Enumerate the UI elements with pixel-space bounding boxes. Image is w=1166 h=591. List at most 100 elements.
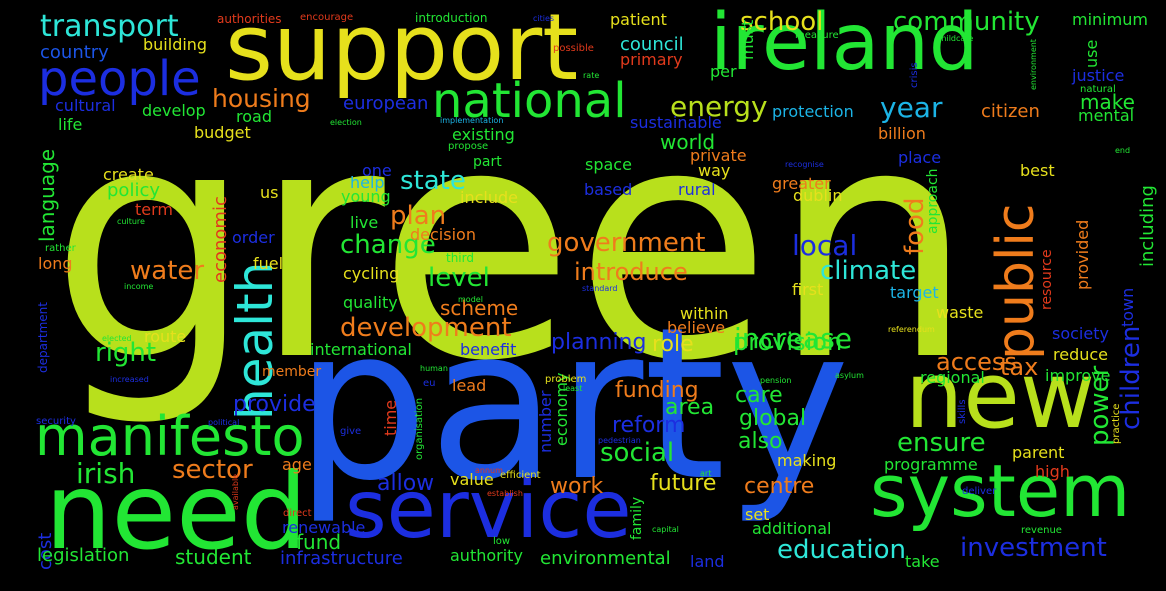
- cloud-word-housing: housing: [212, 84, 311, 113]
- cloud-word-develop: develop: [142, 101, 206, 120]
- cloud-word-believe: believe: [667, 318, 726, 337]
- cloud-word-establish: establish: [487, 489, 523, 498]
- cloud-word-funding: funding: [615, 378, 699, 403]
- cloud-word-practice: practice: [1111, 403, 1122, 444]
- cloud-word-revenue: revenue: [1021, 525, 1062, 536]
- cloud-word-party: party: [295, 282, 850, 527]
- cloud-word-security: security: [36, 416, 76, 427]
- cloud-word-implementation: implementation: [440, 116, 504, 125]
- cloud-word-primary: primary: [620, 50, 683, 69]
- cloud-word-culture: culture: [117, 217, 145, 226]
- cloud-word-level: level: [428, 263, 490, 293]
- cloud-word-local: local: [792, 229, 858, 262]
- cloud-word-protection: protection: [772, 102, 854, 121]
- cloud-word-direct: direct: [283, 508, 312, 519]
- cloud-word-sustainable: sustainable: [630, 113, 722, 132]
- cloud-word-election: election: [330, 118, 362, 127]
- cloud-word-national: national: [432, 73, 627, 129]
- cloud-word-centre: centre: [744, 474, 815, 499]
- cloud-word-social: social: [600, 438, 675, 468]
- cloud-word-water: water: [130, 256, 205, 286]
- cloud-word-waste: waste: [936, 303, 984, 322]
- cloud-word-organisation: organisation: [414, 397, 425, 460]
- cloud-word-road: road: [236, 107, 272, 126]
- cloud-word-pedestrian: pedestrian: [598, 436, 641, 445]
- cloud-word-must: must: [738, 19, 757, 60]
- cloud-word-asylum: asylum: [835, 371, 864, 380]
- cloud-word-future: future: [650, 471, 717, 496]
- cloud-word-renewable: renewable: [282, 518, 366, 537]
- cloud-word-tax: tax: [1000, 353, 1039, 381]
- cloud-word-ensure: ensure: [897, 428, 986, 458]
- cloud-word-public: public: [986, 203, 1046, 360]
- cloud-word-including: including: [1137, 185, 1158, 267]
- cloud-word-time: time: [381, 399, 400, 436]
- cloud-word-family: family: [629, 496, 645, 540]
- cloud-word-include: include: [460, 188, 518, 207]
- cloud-word-patient: patient: [610, 10, 667, 29]
- cloud-word-lead: lead: [452, 376, 487, 395]
- cloud-word-childcare: childcare: [937, 34, 974, 43]
- cloud-word-model: model: [458, 295, 483, 304]
- cloud-word-people: people: [38, 51, 201, 107]
- cloud-word-service: service: [345, 463, 632, 556]
- cloud-word-provide: provide: [233, 392, 316, 417]
- cloud-word-age: age: [282, 455, 312, 474]
- cloud-word-quality: quality: [343, 293, 398, 312]
- cloud-word-benefit: benefit: [460, 340, 517, 359]
- cloud-word-introduction: introduction: [415, 11, 488, 25]
- cloud-word-term: term: [135, 200, 173, 219]
- cloud-word-use: use: [1082, 39, 1101, 68]
- cloud-word-value: value: [450, 470, 494, 489]
- cloud-word-allow: allow: [377, 471, 435, 496]
- cloud-word-climate: climate: [820, 256, 917, 286]
- cloud-word-green: green: [50, 59, 975, 431]
- cloud-word-education: education: [777, 535, 907, 565]
- cloud-word-based: based: [584, 180, 633, 199]
- cloud-word-billion: billion: [878, 124, 926, 143]
- cloud-word-rural: rural: [678, 180, 716, 199]
- cloud-word-eu: eu: [423, 378, 436, 389]
- cloud-word-per: per: [710, 62, 737, 81]
- cloud-word-way: way: [698, 161, 731, 180]
- cloud-word-authority: authority: [450, 546, 523, 565]
- cloud-word-efficient: efficient: [500, 470, 541, 481]
- cloud-word-work: work: [550, 474, 604, 499]
- cloud-word-take: take: [905, 552, 940, 571]
- cloud-word-possible: possible: [553, 43, 594, 54]
- cloud-word-standard: standard: [582, 284, 618, 293]
- cloud-word-crisis: crisis: [909, 62, 920, 88]
- cloud-word-low: low: [493, 536, 511, 547]
- cloud-word-support: support: [225, 0, 579, 101]
- cloud-word-improve: improve: [1045, 366, 1111, 385]
- cloud-word-school: school: [740, 7, 824, 37]
- cloud-word-make: make: [1080, 90, 1135, 114]
- cloud-word-ireland: ireland: [710, 0, 979, 88]
- cloud-word-private: private: [690, 146, 747, 165]
- cloud-word-existing: existing: [452, 125, 515, 144]
- cloud-word-greater: greater: [772, 174, 831, 193]
- cloud-word-student: student: [175, 545, 252, 569]
- cloud-word-state: state: [400, 166, 466, 196]
- cloud-word-deliver: deliver: [962, 486, 997, 497]
- cloud-word-decision: decision: [410, 225, 476, 244]
- cloud-word-set: set: [745, 505, 770, 524]
- cloud-word-dublin: dublin: [793, 186, 843, 205]
- cloud-word-minimum: minimum: [1072, 10, 1148, 29]
- cloud-word-plan: plan: [390, 201, 447, 231]
- cloud-word-give: give: [340, 426, 362, 437]
- cloud-word-measure: measure: [795, 30, 839, 41]
- cloud-word-pension: pension: [760, 376, 792, 385]
- cloud-word-introduce: introduce: [574, 258, 688, 286]
- cloud-word-budget: budget: [194, 123, 251, 142]
- cloud-word-rather: rather: [45, 243, 76, 254]
- cloud-word-additional: additional: [752, 519, 832, 538]
- cloud-word-capital: capital: [652, 525, 679, 534]
- cloud-word-department: department: [36, 302, 50, 373]
- cloud-word-planning: planning: [551, 330, 647, 355]
- cloud-word-natural: natural: [1080, 84, 1116, 95]
- cloud-word-system: system: [870, 449, 1131, 533]
- cloud-word-european: european: [343, 93, 429, 114]
- cloud-word-reform: reform: [612, 413, 686, 438]
